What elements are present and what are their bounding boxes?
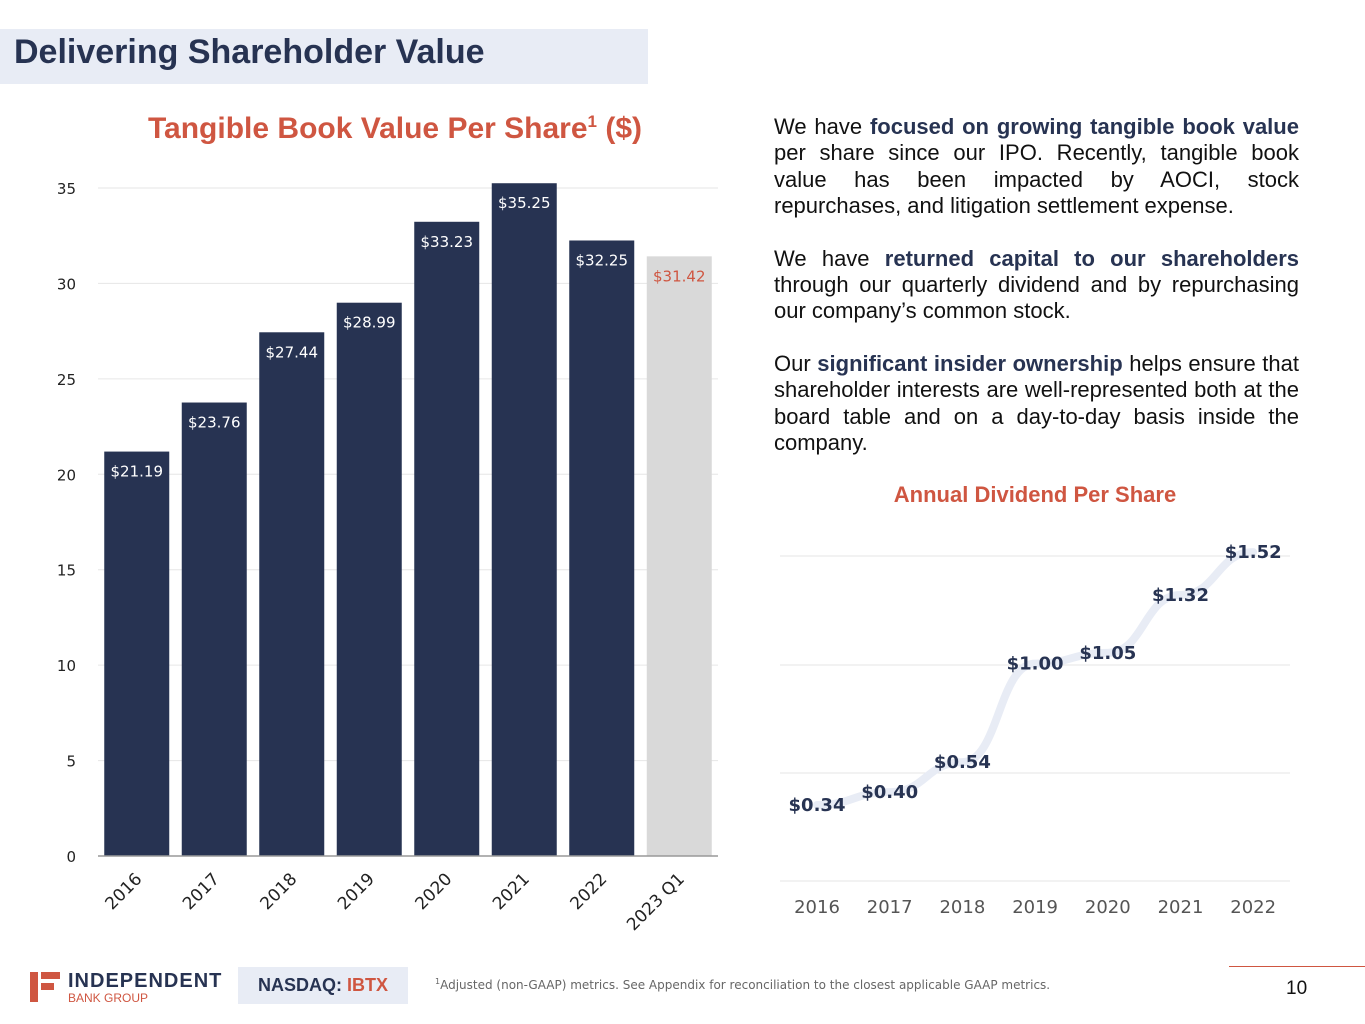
bar [646, 256, 712, 856]
x-tick-label: 2023 Q1 [623, 869, 689, 935]
bar [569, 240, 635, 856]
x-tick-label: 2021 [489, 869, 534, 914]
dividend-value-label: $1.00 [1007, 654, 1064, 675]
bar-value-label: $27.44 [266, 343, 319, 361]
bar-chart-title-unit: ($) [605, 112, 643, 145]
x-tick-label: 2016 [794, 897, 840, 918]
x-tick-label: 2018 [257, 869, 302, 914]
x-tick-label: 2021 [1158, 897, 1204, 918]
commentary: We have focused on growing tangible book… [774, 114, 1299, 482]
logo-name: INDEPENDENT [68, 970, 223, 992]
bar [181, 402, 247, 856]
y-tick-label: 10 [57, 657, 76, 675]
footnote: 1Adjusted (non-GAAP) metrics. See Append… [435, 977, 1050, 992]
dividend-line-chart: $0.34 2016 $0.40 2017 $0.54 2018 $1.00 2019 $1.0… [780, 542, 1290, 918]
bar-value-label: $21.19 [111, 463, 164, 481]
x-tick-label: 2018 [939, 897, 985, 918]
x-tick-label: 2019 [334, 869, 379, 914]
paragraph-capital-pre: We have [774, 245, 885, 271]
x-tick-label: 2017 [867, 897, 913, 918]
dividend-value-label: $0.34 [789, 795, 846, 816]
x-tick-label: 2016 [102, 869, 147, 914]
exchange-label: NASDAQ: [257, 975, 342, 995]
bar-chart-title-sup: 1 [587, 112, 598, 131]
x-tick-label: 2022 [1230, 897, 1276, 918]
y-tick-label: 30 [57, 275, 76, 293]
bar-value-label: $28.99 [343, 314, 396, 332]
paragraph-insider-pre: Our [774, 350, 818, 376]
paragraph-capital: We have returned capital to our sharehol… [774, 246, 1299, 325]
y-tick-label: 0 [66, 848, 76, 866]
dividend-value-label: $0.54 [934, 752, 991, 773]
paragraph-insider: Our significant insider ownership helps … [774, 351, 1299, 457]
logo-mark-icon [30, 972, 60, 1002]
y-tick-label: 5 [66, 753, 76, 771]
x-tick-label: 2019 [1012, 897, 1058, 918]
paragraph-capital-bold: returned capital to our shareholders [884, 245, 1299, 271]
footnote-marker: 1 [435, 977, 441, 986]
page-number: 10 [1286, 978, 1308, 999]
dividend-value-label: $1.32 [1152, 585, 1209, 606]
y-tick-label: 15 [57, 562, 76, 580]
paragraph-tbv-post: per share since our IPO. Recently, tangi… [774, 140, 1299, 219]
dividend-value-label: $1.52 [1225, 542, 1282, 563]
y-tick-label: 20 [57, 466, 76, 484]
bar-chart-title-main: Tangible Book Value Per Share [147, 112, 588, 145]
footnote-text: Adjusted (non-GAAP) metrics. See Appendi… [440, 978, 1051, 992]
bar [414, 221, 480, 856]
ticker-symbol: IBTX [347, 975, 389, 995]
paragraph-tbv-pre: We have [774, 114, 870, 139]
bar-value-label: $23.76 [188, 414, 241, 432]
y-tick-label: 25 [57, 371, 76, 389]
tbv-bar-chart: 0 5 10 15 20 25 30 35 $21.19 2016 $23.76 2017 $27.44… [57, 180, 718, 935]
bar-value-label: $33.23 [421, 233, 474, 251]
paragraph-insider-post: helps ensure that shareholder interests … [774, 350, 1299, 456]
logo-subtitle: BANK GROUP [68, 991, 149, 1005]
bar [491, 183, 557, 856]
paragraph-capital-post: through our quarterly dividend and by re… [774, 272, 1299, 324]
bar-chart-title: Tangible Book Value Per Share1 ($) [100, 112, 690, 146]
dividend-chart-title: Annual Dividend Per Share [893, 482, 1177, 507]
bar-value-label: $35.25 [498, 194, 551, 212]
paragraph-insider-bold: significant insider ownership [817, 350, 1123, 376]
page-number-rule [1229, 966, 1365, 967]
page-title: Delivering Shareholder Value [14, 33, 485, 71]
bar-value-label: $32.25 [576, 251, 629, 269]
x-tick-label: 2020 [412, 869, 457, 914]
title-band [0, 29, 648, 84]
dividend-series-line [813, 548, 1258, 809]
nasdaq-badge: NASDAQ: IBTX [238, 967, 408, 1004]
dividend-value-label: $1.05 [1079, 643, 1136, 664]
y-tick-label: 35 [57, 180, 76, 198]
dividend-value-label: $0.40 [861, 782, 918, 803]
x-tick-label: 2017 [179, 869, 224, 914]
bar [259, 332, 325, 857]
paragraph-tbv: We have focused on growing tangible book… [774, 114, 1299, 220]
bar [104, 451, 170, 856]
bar [336, 302, 402, 856]
x-tick-label: 2022 [567, 869, 612, 914]
x-tick-label: 2020 [1085, 897, 1131, 918]
paragraph-tbv-bold: focused on growing tangible book value [869, 114, 1299, 139]
bar-value-label: $31.42 [653, 267, 706, 285]
